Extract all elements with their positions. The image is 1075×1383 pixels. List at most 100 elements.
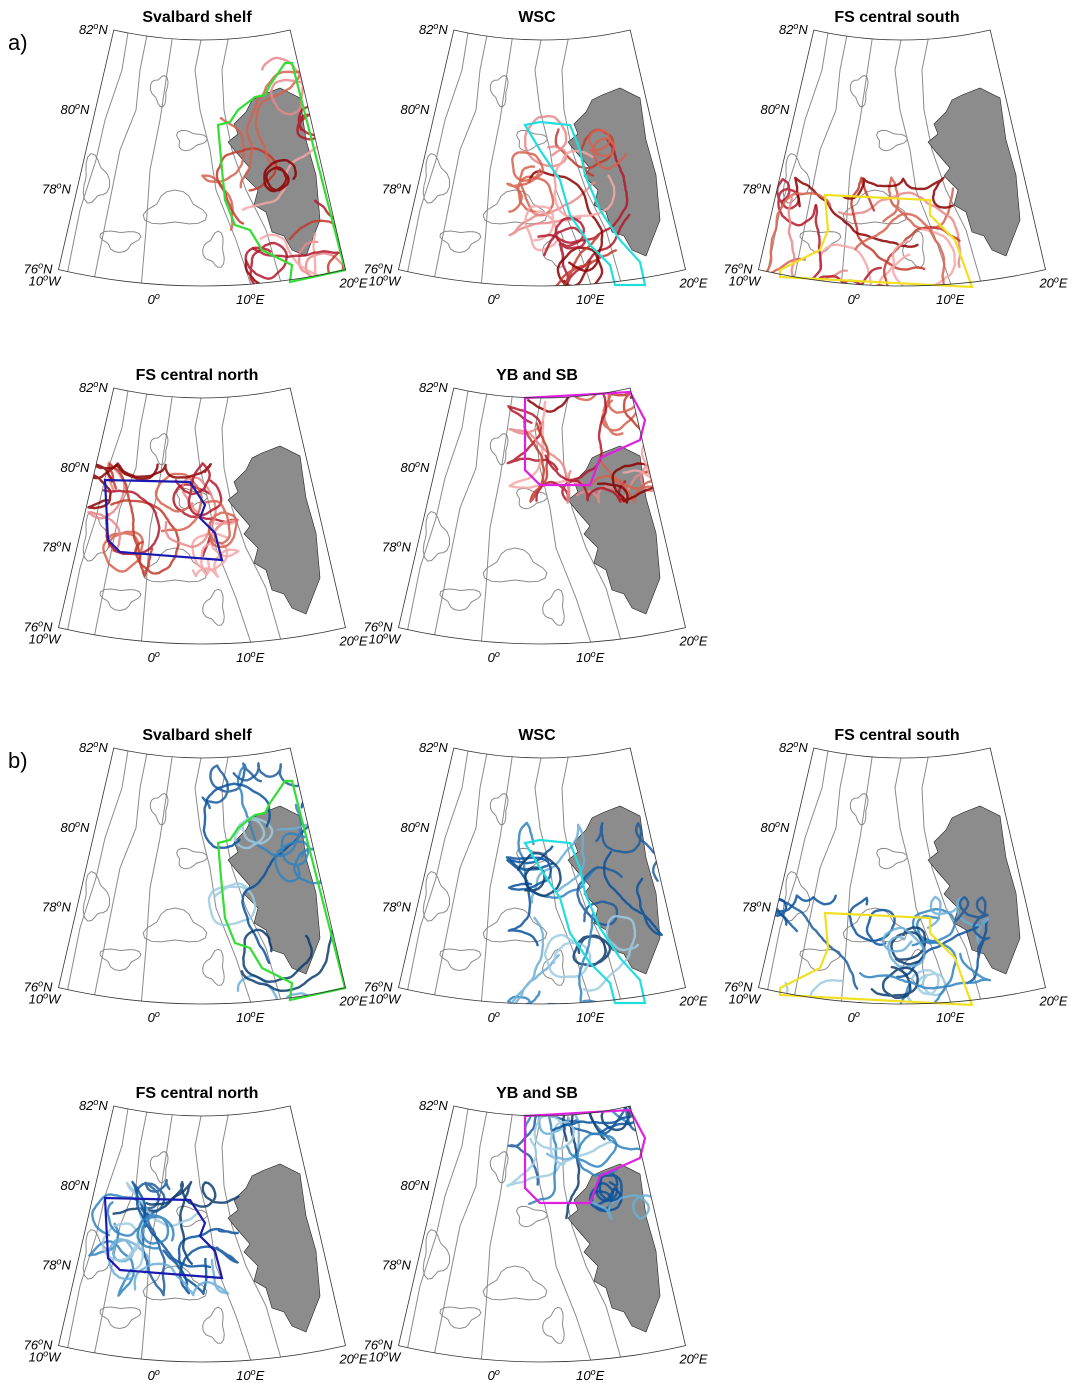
label-part: 20 [338,634,354,649]
degree-sign: o [93,739,98,749]
trajectory [201,762,263,810]
coordinate-label: 82oN [419,739,448,755]
map-frame [58,1105,346,1363]
trajectory [154,472,203,533]
degree-sign: o [93,379,98,389]
depth-contour [489,793,509,826]
label-part: N [98,22,108,37]
label-part: 0 [488,1368,496,1383]
label-part: 0 [148,650,156,665]
depth-contour [839,29,876,287]
map-content [61,747,346,1005]
depth-contour [149,793,169,826]
trajectory [533,1114,576,1166]
panel-title: FS central south [834,9,959,26]
degree-sign: o [415,101,420,111]
trajectory [572,934,612,967]
coordinate-label: 10oE [236,291,264,307]
label-part: 10 [29,1350,44,1365]
label-part: 82 [779,740,794,755]
degree-sign: o [415,459,420,469]
label-part: 10 [29,632,44,647]
label-part: W [48,1350,62,1365]
map-frame [758,29,1046,287]
degree-sign: o [57,181,62,191]
label-part: 20 [678,994,694,1009]
coordinate-label: 20oE [338,275,367,291]
depth-contour [761,747,831,1005]
label-part: N [98,740,108,755]
depth-contour [479,747,516,1005]
trajectory [763,192,832,277]
depth-contour [99,230,142,253]
coordinate-label: 20oE [678,993,707,1009]
depth-contour [482,1265,548,1301]
label-part: E [596,1368,605,1383]
coordinate-label: 0o [488,649,500,665]
land [927,805,1021,975]
label-part: W [48,274,62,289]
degree-sign: o [397,181,402,191]
degree-sign: o [951,291,956,301]
label-part: N [62,900,72,915]
label-part: E [699,1352,708,1367]
label-part: 20 [1038,276,1054,291]
depth-contour [561,1105,627,1363]
degree-sign: o [433,739,438,749]
degree-sign: o [694,633,699,643]
map-frame [58,747,346,1005]
label-part: 76 [364,980,379,995]
label-part: E [359,634,368,649]
label-part: W [388,632,402,647]
depth-contour [176,129,208,152]
trajectory [545,234,617,287]
coordinate-label: 10oW [29,991,62,1007]
label-part: E [359,1352,368,1367]
trajectory [136,1213,175,1250]
coordinate-label: 10oW [29,1349,62,1365]
degree-sign: o [383,631,388,641]
label-part: 76 [24,1338,39,1353]
label-part: N [762,900,772,915]
degree-sign: o [93,21,98,31]
panel-title: YB and SB [496,367,578,384]
depth-contour [439,948,482,971]
coordinate-label: 78oN [42,181,71,197]
degree-sign: o [591,1367,596,1377]
coordinate-label: 78oN [382,539,411,555]
label-part: N [43,1338,53,1353]
label-part: E [1059,276,1068,291]
depth-contour [202,230,225,268]
label-part: 82 [79,380,94,395]
coordinate-label: 82oN [419,379,448,395]
region-outline [778,911,974,1007]
coordinate-label: 76oN [364,1337,393,1353]
label-part: E [256,650,265,665]
label-part: W [388,274,402,289]
panel-group-label: a) [8,30,28,55]
label-part: N [383,620,393,635]
degree-sign: o [793,21,798,31]
coordinate-label: 76oN [364,619,393,635]
label-part: N [98,380,108,395]
depth-contour [789,29,851,287]
label-part: 82 [79,740,94,755]
label-part: N [383,262,393,277]
label-part: E [256,292,265,307]
depth-contour [82,1228,111,1280]
depth-contour [534,29,597,287]
trajectory [505,856,554,891]
label-part: N [62,182,72,197]
trajectory [239,70,326,189]
coordinate-label: 78oN [382,181,411,197]
label-part: E [256,1368,265,1383]
depth-contour [89,1105,151,1363]
label-part: 78 [382,540,397,555]
label-part: N [420,1178,430,1193]
label-part: N [420,460,430,475]
coordinate-label: 10oW [29,631,62,647]
label-part: 20 [678,276,694,291]
coordinate-label: 82oN [79,379,108,395]
